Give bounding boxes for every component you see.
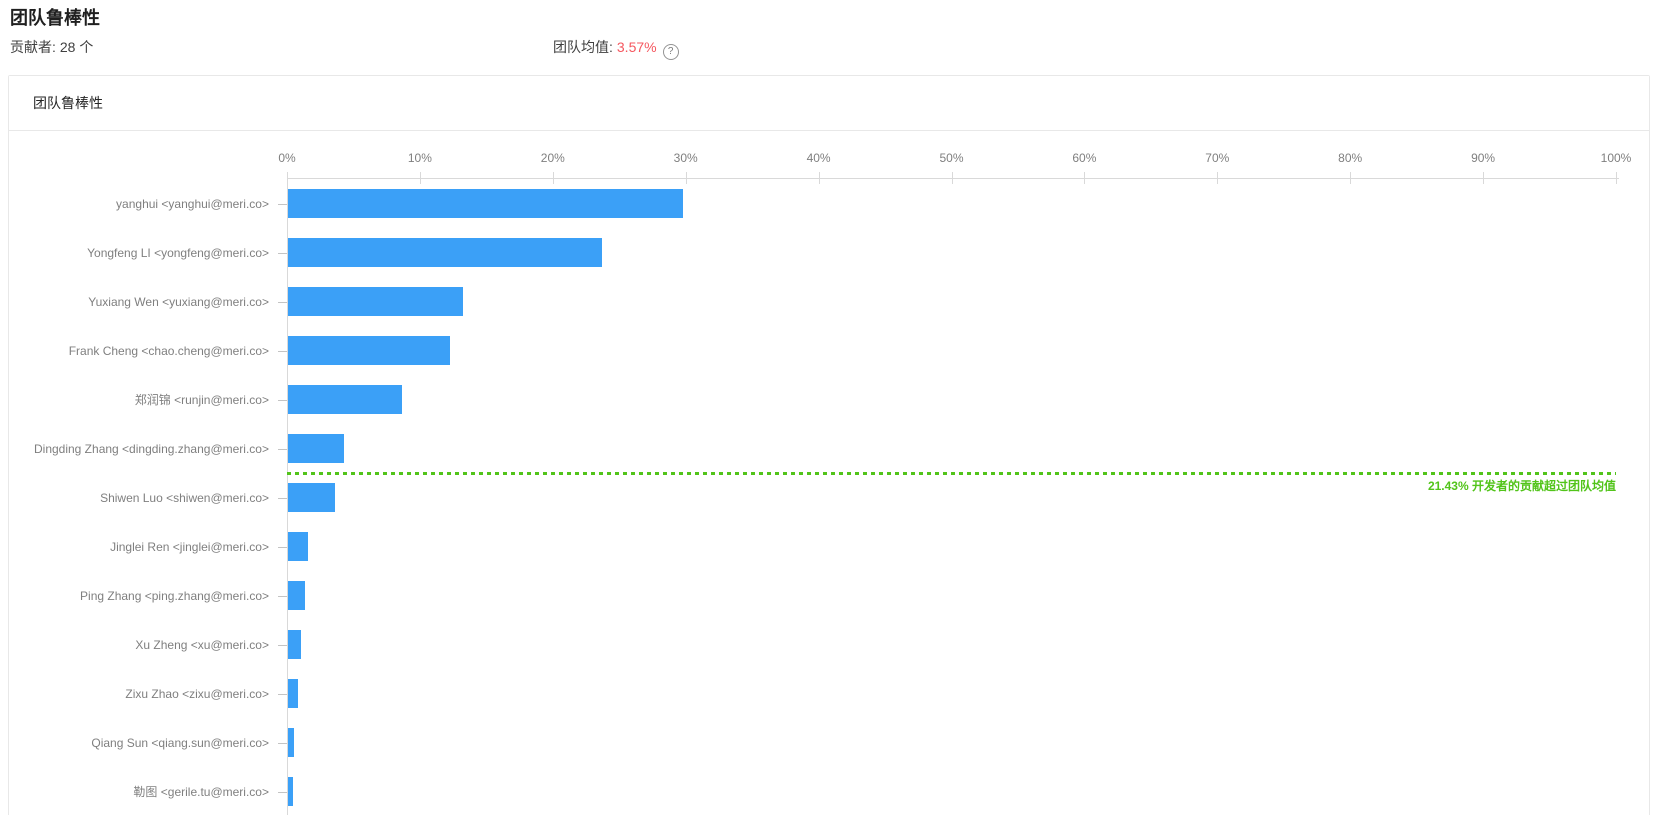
bar[interactable]	[288, 728, 294, 757]
y-axis-tick	[278, 595, 287, 597]
y-axis-tick	[278, 448, 287, 450]
y-axis-label: Yongfeng LI <yongfeng@meri.co>	[87, 245, 269, 260]
bar[interactable]	[288, 630, 302, 659]
bar[interactable]	[288, 385, 403, 414]
bar[interactable]	[288, 581, 306, 610]
y-axis-label: Jinglei Ren <jinglei@meri.co>	[110, 539, 269, 554]
y-axis-tick	[278, 546, 287, 548]
team-average-stat: 团队均值: 3.57%?	[553, 38, 679, 60]
x-axis-tick-label: 30%	[673, 151, 698, 165]
x-axis-tick	[951, 172, 953, 184]
x-axis-tick-label: 40%	[806, 151, 831, 165]
x-axis-tick-label: 0%	[278, 151, 296, 165]
y-axis-tick	[278, 693, 287, 695]
x-axis-tick-label: 70%	[1205, 151, 1230, 165]
y-axis-label: Ping Zhang <ping.zhang@meri.co>	[80, 588, 269, 603]
average-annotation: 21.43% 开发者的贡献超过团队均值	[1427, 479, 1616, 493]
y-axis-label: Frank Cheng <chao.cheng@meri.co>	[68, 343, 269, 358]
bar[interactable]	[288, 679, 298, 708]
robustness-card: 团队鲁棒性 0% 10% 20% 30% 40% 50% 60% 70% 80% 90% 100% y…	[8, 75, 1650, 815]
y-axis-label: 勒图 <gerile.tu@meri.co>	[133, 784, 269, 799]
page-title: 团队鲁棒性	[10, 8, 100, 29]
x-axis-tick-label: 60%	[1072, 151, 1097, 165]
bar[interactable]	[288, 287, 464, 316]
y-axis-label: 郑润锦 <runjin@meri.co>	[134, 392, 269, 407]
y-axis-tick	[278, 203, 287, 205]
robustness-chart: 0% 10% 20% 30% 40% 50% 60% 70% 80% 90% 100% yanghui…	[9, 76, 1649, 815]
bar[interactable]	[288, 189, 683, 218]
y-axis-line	[287, 178, 288, 815]
y-axis-tick	[278, 399, 287, 401]
team-average-label: 团队均值:	[553, 39, 613, 55]
y-axis-label: Yuxiang Wen <yuxiang@meri.co>	[88, 294, 269, 309]
question-circle-icon[interactable]: ?	[662, 44, 679, 60]
x-axis-tick-label: 10%	[407, 151, 432, 165]
x-axis-tick	[419, 172, 421, 184]
bar[interactable]	[288, 434, 344, 463]
x-axis-tick-label: 50%	[939, 151, 964, 165]
bar[interactable]	[288, 238, 602, 267]
y-axis-tick	[278, 742, 287, 744]
average-line	[287, 472, 1616, 475]
y-axis-tick	[278, 350, 287, 352]
x-axis-tick-label: 90%	[1471, 151, 1496, 165]
x-axis-tick	[685, 172, 687, 184]
bar[interactable]	[288, 532, 308, 561]
x-axis-tick-label: 100%	[1600, 151, 1632, 165]
x-axis-tick	[1483, 172, 1485, 184]
y-axis-label: Xu Zheng <xu@meri.co>	[135, 637, 269, 652]
bar[interactable]	[288, 483, 335, 512]
team-average-value: 3.57%	[616, 39, 657, 55]
x-axis-tick-label: 80%	[1338, 151, 1363, 165]
x-axis-tick-label: 20%	[540, 151, 565, 165]
y-axis-tick	[278, 252, 287, 254]
x-axis-tick	[818, 172, 820, 184]
y-axis-tick	[278, 791, 287, 793]
contributors-stat: 贡献者: 28 个	[10, 38, 93, 56]
x-axis-line	[287, 178, 1619, 179]
x-axis-tick	[552, 172, 554, 184]
y-axis-label: Shiwen Luo <shiwen@meri.co>	[100, 490, 269, 505]
x-axis-tick	[1350, 172, 1352, 184]
y-axis-label: yanghui <yanghui@meri.co>	[116, 196, 269, 211]
bar[interactable]	[288, 777, 294, 806]
card-header: 团队鲁棒性	[9, 76, 1649, 131]
bar[interactable]	[288, 336, 451, 365]
contributors-value: 28 个	[59, 39, 94, 55]
y-axis-label: Dingding Zhang <dingding.zhang@meri.co>	[33, 441, 269, 456]
y-axis-label: Zixu Zhao <zixu@meri.co>	[125, 686, 269, 701]
y-axis-tick	[278, 301, 287, 303]
card-title: 团队鲁棒性	[33, 95, 103, 111]
y-axis-label: Qiang Sun <qiang.sun@meri.co>	[91, 735, 269, 750]
x-axis-tick	[1217, 172, 1219, 184]
y-axis-tick	[278, 497, 287, 499]
y-axis-tick	[278, 644, 287, 646]
contributors-label: 贡献者:	[10, 39, 56, 55]
x-axis-tick	[1616, 172, 1617, 184]
x-axis-tick	[1084, 172, 1086, 184]
